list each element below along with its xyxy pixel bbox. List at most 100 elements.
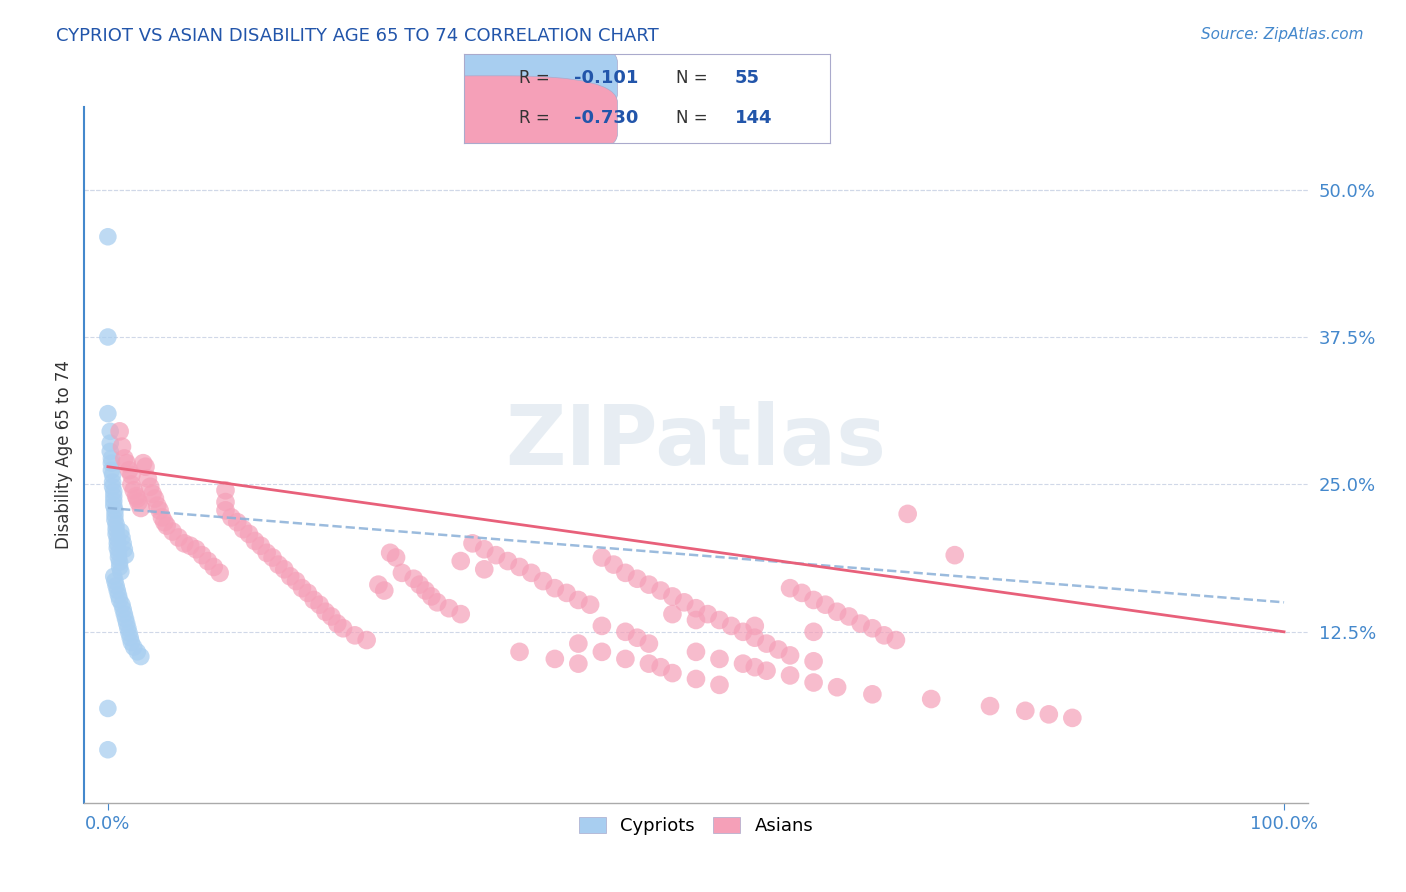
Point (167, 531, 190, 545)
Point (650, 583, 672, 598)
Point (184, 542, 207, 557)
Point (132, 456, 155, 470)
Point (661, 590, 683, 604)
Point (731, 657, 754, 671)
Point (356, 633, 378, 648)
Point (100, 456, 122, 470)
Point (814, 598, 837, 612)
Text: 144: 144 (734, 109, 772, 128)
Point (285, 574, 308, 588)
Point (108, 555, 131, 569)
Point (142, 487, 165, 501)
Point (332, 621, 354, 635)
Point (156, 518, 179, 533)
Point (127, 491, 149, 506)
Point (98, 436, 121, 450)
Point (122, 640, 145, 654)
Text: 55: 55 (734, 69, 759, 87)
Point (321, 609, 343, 624)
Text: CYPRIOT VS ASIAN DISABILITY AGE 65 TO 74 CORRELATION CHART: CYPRIOT VS ASIAN DISABILITY AGE 65 TO 74… (56, 27, 659, 45)
Point (103, 489, 125, 503)
Point (115, 616, 138, 631)
Point (779, 581, 801, 595)
Point (112, 542, 135, 557)
Text: R =: R = (519, 69, 550, 87)
Point (146, 499, 169, 513)
Point (97, 407, 120, 421)
Point (685, 601, 707, 615)
Point (650, 660, 672, 674)
Point (111, 531, 134, 545)
Point (496, 554, 519, 568)
Point (107, 588, 129, 602)
Point (308, 598, 330, 612)
Legend: Cypriots, Asians: Cypriots, Asians (571, 810, 821, 842)
Text: R =: R = (519, 109, 550, 128)
Text: -0.730: -0.730 (574, 109, 638, 128)
Point (873, 628, 896, 642)
Point (614, 566, 637, 580)
Point (101, 467, 124, 482)
Point (385, 550, 408, 565)
Point (103, 484, 125, 499)
Point (97, 701, 120, 715)
Point (98, 425, 121, 439)
Point (104, 503, 127, 517)
Y-axis label: Disability Age 65 to 74: Disability Age 65 to 74 (55, 360, 73, 549)
Point (221, 510, 243, 524)
Point (472, 562, 495, 576)
Point (110, 565, 132, 579)
Point (103, 494, 125, 508)
FancyBboxPatch shape (366, 76, 617, 161)
Point (420, 590, 443, 604)
Point (803, 675, 825, 690)
Point (849, 616, 872, 631)
Point (544, 652, 567, 666)
Point (638, 577, 661, 591)
Point (143, 491, 166, 506)
Point (943, 548, 966, 562)
Point (214, 495, 236, 509)
Point (626, 572, 648, 586)
Point (112, 451, 135, 466)
Point (214, 503, 236, 517)
Point (129, 649, 152, 664)
Point (112, 536, 135, 550)
Point (509, 560, 531, 574)
Point (450, 607, 472, 621)
Point (391, 566, 413, 580)
Point (579, 598, 602, 612)
Point (127, 495, 149, 509)
Point (450, 554, 472, 568)
Point (673, 595, 696, 609)
Point (638, 657, 661, 671)
Point (232, 522, 254, 536)
Point (838, 609, 860, 624)
Point (661, 666, 683, 681)
Point (825, 605, 848, 619)
Point (97, 229, 120, 244)
Point (101, 475, 124, 489)
Point (127, 645, 149, 659)
Point (139, 480, 162, 494)
Point (567, 657, 589, 671)
Point (426, 595, 449, 609)
FancyBboxPatch shape (366, 36, 617, 120)
Point (98, 444, 121, 458)
Point (120, 631, 142, 645)
Point (120, 467, 142, 482)
Point (567, 593, 589, 607)
Point (103, 569, 125, 583)
Point (685, 613, 707, 627)
Point (150, 510, 173, 524)
Point (367, 577, 389, 591)
Point (162, 524, 184, 539)
Point (105, 579, 128, 593)
Point (472, 542, 495, 557)
Point (920, 692, 942, 706)
Point (884, 633, 907, 648)
Point (591, 645, 613, 659)
Point (709, 678, 731, 692)
Point (1038, 707, 1060, 722)
Point (614, 652, 637, 666)
